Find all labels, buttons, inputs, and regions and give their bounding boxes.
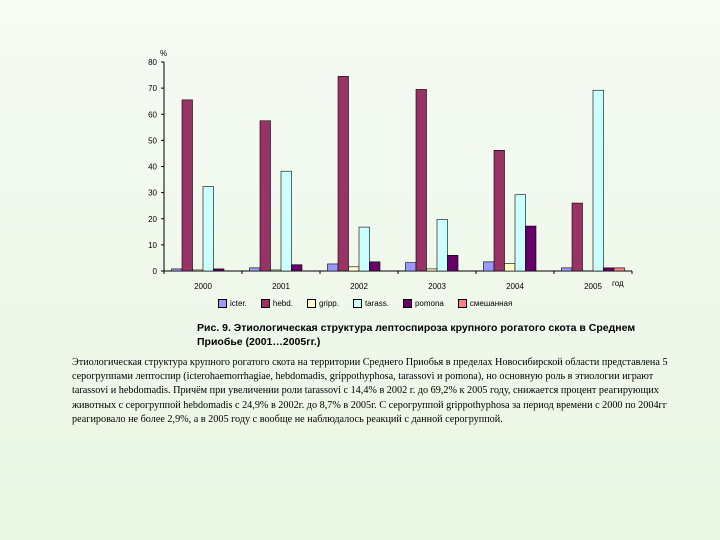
bar-icter-2002 <box>327 263 339 272</box>
bar-tarass-2001 <box>280 170 292 272</box>
legend-swatch <box>352 299 362 308</box>
bar-tarass-2003 <box>436 219 448 272</box>
legend-swatch <box>218 299 227 308</box>
y-tick-label: 80 <box>148 58 157 67</box>
bar-gripp-2001 <box>270 269 282 272</box>
bar-tarass-2004 <box>514 194 526 272</box>
bar-tarass-2000 <box>202 186 214 272</box>
legend-label: gripp. <box>318 299 339 308</box>
bar-gripp-2003 <box>426 268 438 272</box>
legend-swatch <box>402 299 412 308</box>
bar-hebd-2005 <box>571 202 583 272</box>
legend-label: tarass. <box>364 299 389 308</box>
legend-label: icter. <box>230 299 247 308</box>
x-tick-label: 2002 <box>350 282 368 291</box>
bar-icter-2001 <box>249 267 261 272</box>
figure-caption: Рис. 9. Этиологическая структура лептосп… <box>197 322 636 348</box>
x-tick-label: 2004 <box>506 282 524 291</box>
bar-hebd-2000 <box>181 99 193 272</box>
y-axis-label: % <box>160 49 167 58</box>
bar-hebd-2002 <box>337 76 349 272</box>
chart-axes <box>161 61 633 274</box>
legend-label: смешанная <box>469 299 513 308</box>
bar-icter-2004 <box>483 261 495 272</box>
bar-pomona-2002 <box>369 261 381 272</box>
legend-item: gripp. <box>306 299 339 308</box>
legend-label: pomona <box>414 299 444 308</box>
legend-swatch <box>457 299 467 308</box>
legend-swatch <box>306 299 316 308</box>
chart-bars <box>171 76 625 272</box>
x-tick-label: 2005 <box>584 282 602 291</box>
bar-pomona-2000 <box>213 268 225 272</box>
bar-hebd-2004 <box>493 150 505 272</box>
bar-pomona-2004 <box>525 225 537 272</box>
legend-item: icter. <box>218 299 247 308</box>
bar-tarass-2002 <box>358 226 370 272</box>
body-paragraph: Этиологическая структура крупного рогато… <box>72 357 668 425</box>
x-tick-label: 2000 <box>194 282 212 291</box>
x-tick-label: 2001 <box>272 282 290 291</box>
y-tick-label: 70 <box>148 84 157 93</box>
bar-hebd-2001 <box>259 120 271 272</box>
y-tick-label: 10 <box>148 241 157 250</box>
legend-swatch <box>260 299 270 308</box>
bar-icter-2000 <box>171 268 183 272</box>
bar-icter-2003 <box>405 262 417 272</box>
bar-pomona-2003 <box>447 255 459 272</box>
bar-hebd-2003 <box>415 89 427 272</box>
y-tick-label: 30 <box>148 189 157 198</box>
chart-legend: icter. hebd. gripp. tarass. pomona смешанная <box>218 299 512 308</box>
bar-pomona-2001 <box>291 264 303 272</box>
bar-pomona-2005 <box>603 267 615 272</box>
legend-item: pomona <box>402 299 444 308</box>
legend-label: hebd. <box>272 299 293 308</box>
bar-icter-2005 <box>561 267 573 272</box>
legend-item: tarass. <box>352 299 389 308</box>
y-tick-label: 0 <box>153 267 158 276</box>
y-tick-label: 60 <box>148 110 157 119</box>
x-tick-label: 2003 <box>428 282 446 291</box>
bar-gripp-2002 <box>348 266 360 272</box>
x-axis-label: год <box>612 279 624 288</box>
y-tick-label: 20 <box>148 215 157 224</box>
bar-chart: 0 10 20 30 40 50 60 70 80% год 2000 2001 2002 2003 200… <box>148 49 633 291</box>
bar-gripp-2000 <box>192 269 204 272</box>
legend-item: смешанная <box>457 299 513 308</box>
y-tick-label: 50 <box>148 136 157 145</box>
chart-labels: 0 10 20 30 40 50 60 70 80% год 2000 2001 2002 2003 200… <box>148 49 624 291</box>
legend-item: hebd. <box>260 299 293 308</box>
bar--2005 <box>613 267 625 272</box>
bar-tarass-2005 <box>592 89 604 272</box>
y-tick-label: 40 <box>148 163 157 172</box>
bar-gripp-2004 <box>504 263 516 272</box>
